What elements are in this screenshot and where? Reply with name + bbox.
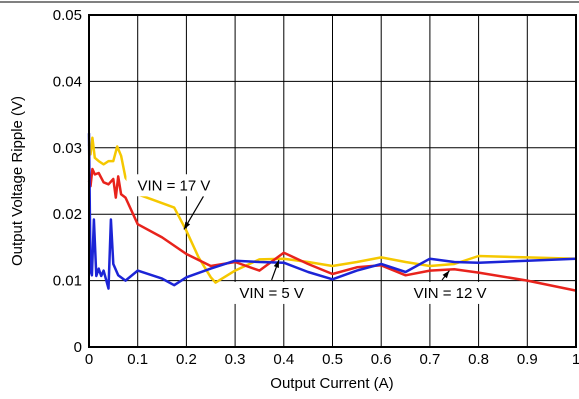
y-tick-label: 0.02 xyxy=(53,206,82,223)
x-tick-label: 0.8 xyxy=(468,351,489,368)
y-tick-label: 0.05 xyxy=(53,7,82,24)
tick-labels: 0 0.1 0.2 0.3 0.4 0.5 0.6 0.7 0.8 0.9 1 0 0.01 0.02 0.… xyxy=(53,7,579,368)
annotation-box-1 xyxy=(126,174,222,197)
series-group xyxy=(87,133,577,292)
y-tick-label: 0.03 xyxy=(53,140,82,157)
annotation-box-2 xyxy=(228,281,315,304)
x-tick-label: 1 xyxy=(572,351,579,368)
annotation-label-1: VIN = 17 V xyxy=(137,177,210,194)
x-tick-label: 0.7 xyxy=(419,351,440,368)
x-axis-label: Output Current (A) xyxy=(270,375,393,392)
series-line-2 xyxy=(87,167,577,292)
annotation-arrowhead-2 xyxy=(273,260,279,269)
y-tick-label: 0 xyxy=(74,339,82,356)
x-tick-label: 0.6 xyxy=(371,351,392,368)
annotation-box-3 xyxy=(402,281,498,304)
grid xyxy=(89,15,576,347)
y-tick-label: 0.01 xyxy=(53,273,82,290)
annotation-label-3: VIN = 12 V xyxy=(414,285,487,302)
annotation-label-2: VIN = 5 V xyxy=(239,285,304,302)
plot-frame xyxy=(88,14,577,348)
y-tick-label: 0.04 xyxy=(53,73,82,90)
x-tick-label: 0.9 xyxy=(517,351,538,368)
y-axis-label: Output Voltage Ripple (V) xyxy=(9,96,26,266)
series-line-1 xyxy=(87,136,577,284)
x-tick-label: 0.4 xyxy=(273,351,294,368)
annotation-arrowhead-3 xyxy=(442,270,450,279)
x-tick-label: 0.1 xyxy=(127,351,148,368)
x-tick-label: 0.3 xyxy=(225,351,246,368)
x-tick-label: 0.5 xyxy=(322,351,343,368)
annotation-arrowhead-1 xyxy=(183,221,191,230)
x-tick-label: 0.2 xyxy=(176,351,197,368)
annotations: VIN = 17 V VIN = 5 V VIN = 12 V xyxy=(126,174,498,304)
x-tick-label: 0 xyxy=(85,351,93,368)
series-line-3 xyxy=(87,133,577,290)
